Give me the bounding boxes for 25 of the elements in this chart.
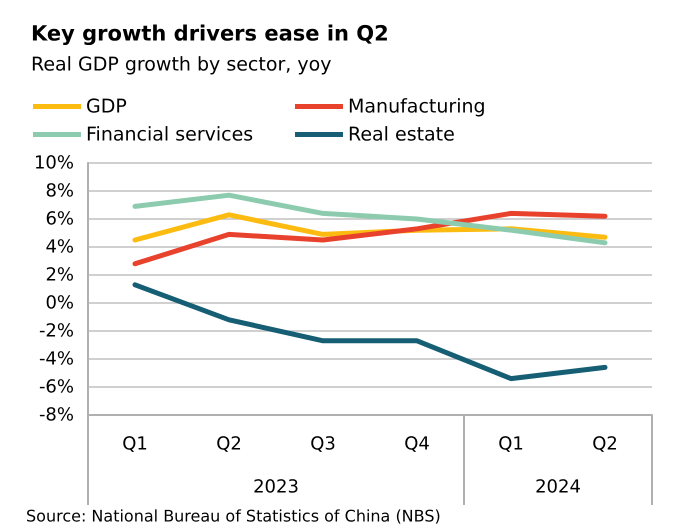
legend-label: Financial services [86, 124, 254, 146]
chart-title: Key growth drivers ease in Q2 [31, 22, 389, 46]
legend-label: GDP [86, 96, 127, 118]
chart-subtitle: Real GDP growth by sector, yoy [31, 54, 332, 76]
x-tick-label: Q2 [592, 434, 618, 454]
x-tick-label: Q4 [404, 434, 430, 454]
y-tick-label: 6% [45, 208, 74, 230]
text: 2023 [253, 476, 299, 498]
x-tick-label: Q1 [498, 434, 524, 454]
text: 2024 [535, 476, 581, 498]
y-tick-label: -2% [38, 320, 74, 342]
x-tick-label: Q1 [122, 434, 148, 454]
legend-label: Manufacturing [348, 96, 486, 118]
y-tick-label: -8% [38, 404, 74, 426]
y-tick-label: -6% [38, 376, 74, 398]
y-tick-label: 2% [45, 264, 74, 286]
source-note: Source: National Bureau of Statistics of China (NBS) [26, 506, 441, 526]
y-tick-label: 8% [45, 180, 74, 202]
legend-label: Real estate [348, 124, 455, 146]
y-tick-label: 4% [45, 236, 74, 258]
x-tick-label: Q3 [310, 434, 336, 454]
y-tick-label: 10% [34, 152, 74, 174]
y-tick-label: -4% [38, 348, 74, 370]
y-tick-label: 0% [45, 292, 74, 314]
x-tick-label: Q2 [216, 434, 242, 454]
